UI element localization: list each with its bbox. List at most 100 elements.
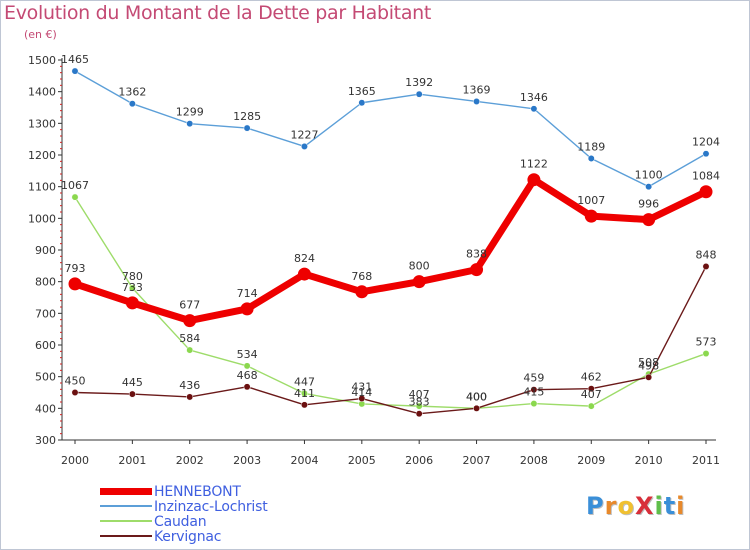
legend-label: Inzinzac-Lochrist [154, 499, 268, 515]
y-tick-label: 500 [35, 371, 56, 384]
data-label: 1346 [520, 91, 548, 104]
data-point [358, 99, 366, 107]
data-point [584, 209, 598, 223]
series-line-inzinzac-lochrist [74, 70, 707, 188]
data-point [297, 267, 311, 281]
data-label: 400 [466, 390, 487, 403]
logo-letter: t [663, 492, 677, 520]
data-label: 848 [696, 248, 717, 261]
data-point [702, 350, 710, 357]
data-point [645, 373, 653, 381]
data-point [587, 385, 595, 393]
logo-letter: r [604, 492, 618, 520]
data-label: 450 [65, 375, 86, 388]
data-point [243, 383, 251, 391]
data-point [702, 150, 710, 158]
data-point [530, 386, 538, 394]
data-label: 677 [179, 299, 200, 312]
y-tick-label: 1300 [28, 117, 56, 130]
data-point [71, 67, 79, 75]
x-tick-label: 2004 [290, 454, 318, 467]
data-point [699, 185, 713, 199]
data-label: 447 [294, 375, 315, 388]
data-label: 498 [638, 359, 659, 372]
data-label: 733 [122, 281, 143, 294]
series-line-caudan [74, 196, 707, 410]
y-tick-label: 1000 [28, 212, 56, 225]
data-point [412, 275, 426, 289]
data-point [415, 90, 423, 98]
x-tick-label: 2011 [692, 454, 720, 467]
legend-label: Kervignac [154, 529, 222, 545]
x-tick-label: 2005 [348, 454, 376, 467]
data-label: 824 [294, 252, 315, 265]
data-label: 411 [294, 387, 315, 400]
y-tick-label: 1400 [28, 86, 56, 99]
data-label: 407 [409, 388, 430, 401]
data-label: 1100 [635, 169, 663, 182]
data-point [355, 285, 369, 299]
series-line-hennebont [73, 176, 708, 325]
data-label: 1299 [176, 106, 204, 119]
logo-letter: X [634, 492, 655, 520]
data-point [243, 362, 251, 370]
data-point [128, 390, 136, 398]
data-label: 1007 [577, 194, 605, 207]
data-label: 436 [179, 379, 200, 392]
data-point [186, 346, 194, 354]
data-label: 407 [581, 388, 602, 401]
x-tick-label: 2007 [463, 454, 491, 467]
data-point [587, 402, 595, 410]
x-tick-label: 2006 [405, 454, 433, 467]
data-label: 1369 [463, 83, 491, 96]
data-label: 1465 [61, 53, 89, 66]
x-tick-label: 2008 [520, 454, 548, 467]
y-tick-label: 1100 [28, 181, 56, 194]
data-label: 1285 [233, 110, 261, 123]
data-label: 1204 [692, 136, 720, 149]
legend-swatch [100, 535, 152, 537]
data-point [301, 401, 308, 409]
data-label: 400 [466, 390, 487, 403]
data-point [470, 263, 484, 277]
data-label: 431 [351, 381, 372, 394]
legend-swatch [100, 487, 152, 495]
data-label: 714 [237, 287, 258, 300]
y-tick-label: 1500 [28, 54, 56, 67]
legend-swatch [100, 520, 152, 522]
data-label: 838 [466, 248, 487, 261]
data-label: 462 [581, 371, 602, 384]
data-label: 1067 [61, 179, 89, 192]
data-point [415, 410, 423, 418]
data-point [301, 390, 308, 397]
data-point [71, 193, 79, 201]
data-point [128, 284, 136, 292]
data-point [125, 296, 139, 310]
data-label: 415 [523, 386, 544, 399]
data-point [358, 395, 366, 402]
data-point [186, 120, 194, 128]
data-label: 780 [122, 270, 143, 283]
data-label: 459 [523, 372, 544, 385]
data-point [183, 314, 197, 328]
legend-label: Caudan [154, 514, 207, 530]
data-label: 1365 [348, 85, 376, 98]
data-point [71, 389, 79, 396]
logo-letter: i [654, 492, 664, 520]
logo-letter: i [676, 492, 686, 520]
data-label: 768 [351, 270, 372, 283]
data-label: 445 [122, 376, 143, 389]
data-label: 996 [638, 198, 659, 211]
data-label: 800 [409, 260, 430, 273]
y-tick-label: 700 [35, 307, 56, 320]
data-label: 534 [237, 348, 258, 361]
data-point [530, 400, 538, 408]
data-point [587, 155, 595, 162]
x-tick-label: 2009 [577, 454, 605, 467]
data-point [645, 183, 653, 191]
data-point [642, 213, 656, 227]
series-line-kervignac [74, 266, 707, 415]
y-tick-label: 1200 [28, 149, 56, 162]
